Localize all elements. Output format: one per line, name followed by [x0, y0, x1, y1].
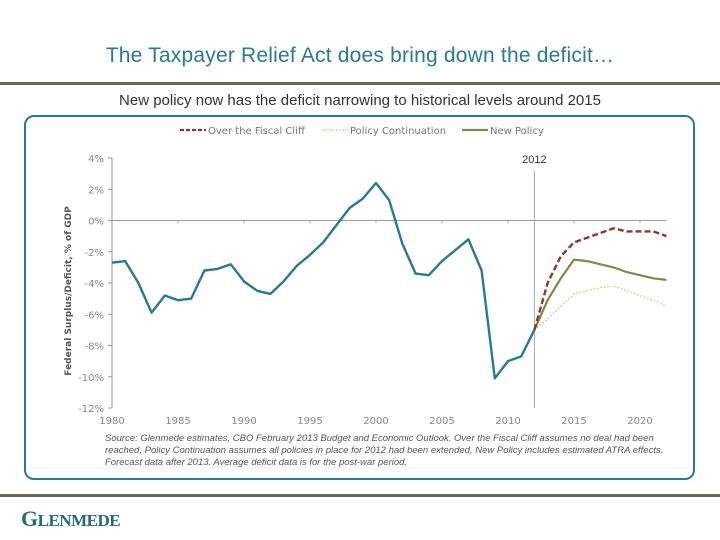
chart-legend: Over the Fiscal Cliff Policy Continuation… — [180, 126, 544, 137]
x-tick-label: 2005 — [429, 416, 454, 427]
chart-lines — [111, 181, 667, 380]
series-line-fiscal-cliff — [533, 227, 667, 331]
legend-label-new-policy: New Policy — [490, 126, 544, 137]
x-tick-label: 2010 — [495, 416, 520, 427]
slide-title: The Taxpayer Relief Act does bring down … — [105, 44, 615, 67]
y-tick-label: 0% — [88, 217, 104, 228]
y-tick-label: -2% — [85, 248, 104, 259]
x-tick-label: 1985 — [165, 416, 190, 427]
legend-label-fiscal-cliff: Over the Fiscal Cliff — [208, 126, 306, 137]
title-divider — [0, 82, 720, 85]
x-tick-label: 1990 — [231, 416, 256, 427]
x-tick-label: 1980 — [99, 416, 124, 427]
series-line-policy-continuation — [533, 285, 667, 331]
y-axis-title: Federal Surplus/Deficit, % of GDP — [64, 206, 74, 376]
logo-initial: G — [21, 506, 38, 531]
slide-subtitle: New policy now has the deficit narrowing… — [119, 92, 601, 109]
x-tick-label: 2015 — [561, 416, 586, 427]
series-line-new-policy — [533, 258, 667, 331]
chart-panel — [24, 115, 695, 480]
footer-divider — [0, 494, 720, 497]
x-tick-label: 2000 — [363, 416, 388, 427]
x-tick-label: 1995 — [297, 416, 322, 427]
source-note: Source: Glenmede estimates, CBO February… — [105, 433, 664, 468]
y-tick-label: 2% — [88, 185, 104, 196]
y-tick-label: -4% — [85, 279, 104, 290]
y-tick-label: -10% — [78, 373, 104, 384]
glenmede-logo: GLENMEDE — [21, 506, 121, 532]
y-tick-label: -8% — [85, 342, 104, 353]
y-tick-label: -6% — [85, 310, 104, 321]
y-tick-label: -12% — [78, 404, 104, 415]
chart-axes: 4% 2% 0% -2% -4% -6% -8% -10% -12%1980 1985 1990 19… — [64, 154, 666, 427]
marker-label: 2012 — [522, 154, 546, 166]
logo-rest: LENMEDE — [37, 511, 121, 530]
x-tick-label: 2020 — [627, 416, 652, 427]
y-tick-label: 4% — [88, 154, 104, 165]
series-line-historical — [111, 181, 536, 380]
legend-label-policy-continuation: Policy Continuation — [350, 126, 446, 137]
